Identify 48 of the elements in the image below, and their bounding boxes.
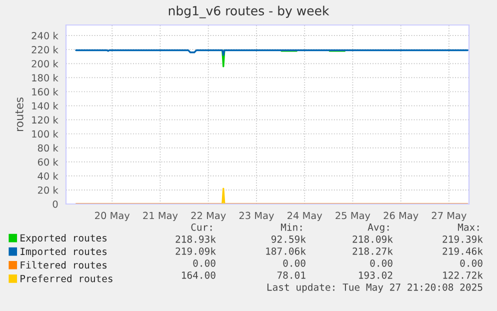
legend-label: Preferred routes (20, 274, 112, 282)
legend-label: Filtered routes (20, 261, 106, 269)
x-tick-label: 24 May (288, 212, 322, 222)
y-tick-label: 180 k (32, 74, 58, 82)
text: 193.02 (359, 271, 392, 279)
x-tick-label: 21 May (143, 212, 178, 222)
x-tick-label: 25 May (336, 212, 370, 222)
text: 78.01 (277, 271, 306, 279)
text: 122.72k (443, 271, 483, 279)
legend-label: Exported routes (20, 234, 106, 244)
text: 219.09k (176, 247, 216, 255)
text: 0.00 (370, 259, 392, 267)
y-tick-label: 200 k (32, 60, 58, 68)
y-tick-label: 240 k (32, 32, 58, 40)
x-tick-label: 26 May (384, 212, 418, 222)
text: Last update: Tue May 27 21:20:08 2025 (267, 283, 482, 293)
text: 164.00 (182, 271, 216, 279)
y-tick-label: 0 (52, 200, 58, 208)
y-tick-label: 160 k (32, 88, 58, 96)
text: 92.59k (271, 235, 306, 243)
y-tick-label: 140 k (32, 102, 58, 110)
y-tick-label: 100 k (32, 130, 58, 138)
text: 219.39k (442, 235, 483, 243)
text: 0.00 (193, 259, 216, 267)
text: 0.00 (460, 259, 482, 267)
y-tick-label: 120 k (32, 116, 58, 124)
x-tick-label: 20 May (95, 212, 130, 222)
text: Avg: (368, 224, 389, 233)
x-tick-label: 27 May (432, 212, 466, 222)
chart-title: nbg1_v6 routes - by week (168, 6, 330, 18)
text: Min: (280, 223, 302, 231)
y-axis-title: routes (15, 97, 24, 132)
legend-label: Imported routes (20, 248, 106, 258)
x-tick-label: 22 May (191, 212, 226, 222)
x-tick-label: 23 May (239, 212, 274, 222)
text: 218.93k (176, 235, 216, 243)
y-tick-label: 60 k (38, 158, 58, 166)
text: 0.00 (283, 259, 306, 267)
text: 218.09k (352, 235, 393, 243)
text: 187.06k (266, 247, 306, 255)
y-tick-label: 220 k (32, 46, 58, 54)
y-tick-label: 80 k (38, 144, 58, 152)
text: Max: (458, 224, 479, 231)
text: Cur: (191, 223, 212, 231)
y-tick-label: 20 k (38, 186, 58, 194)
text: 218.27k (352, 247, 393, 255)
text: 219.46k (442, 247, 483, 255)
y-tick-label: 40 k (38, 172, 58, 180)
